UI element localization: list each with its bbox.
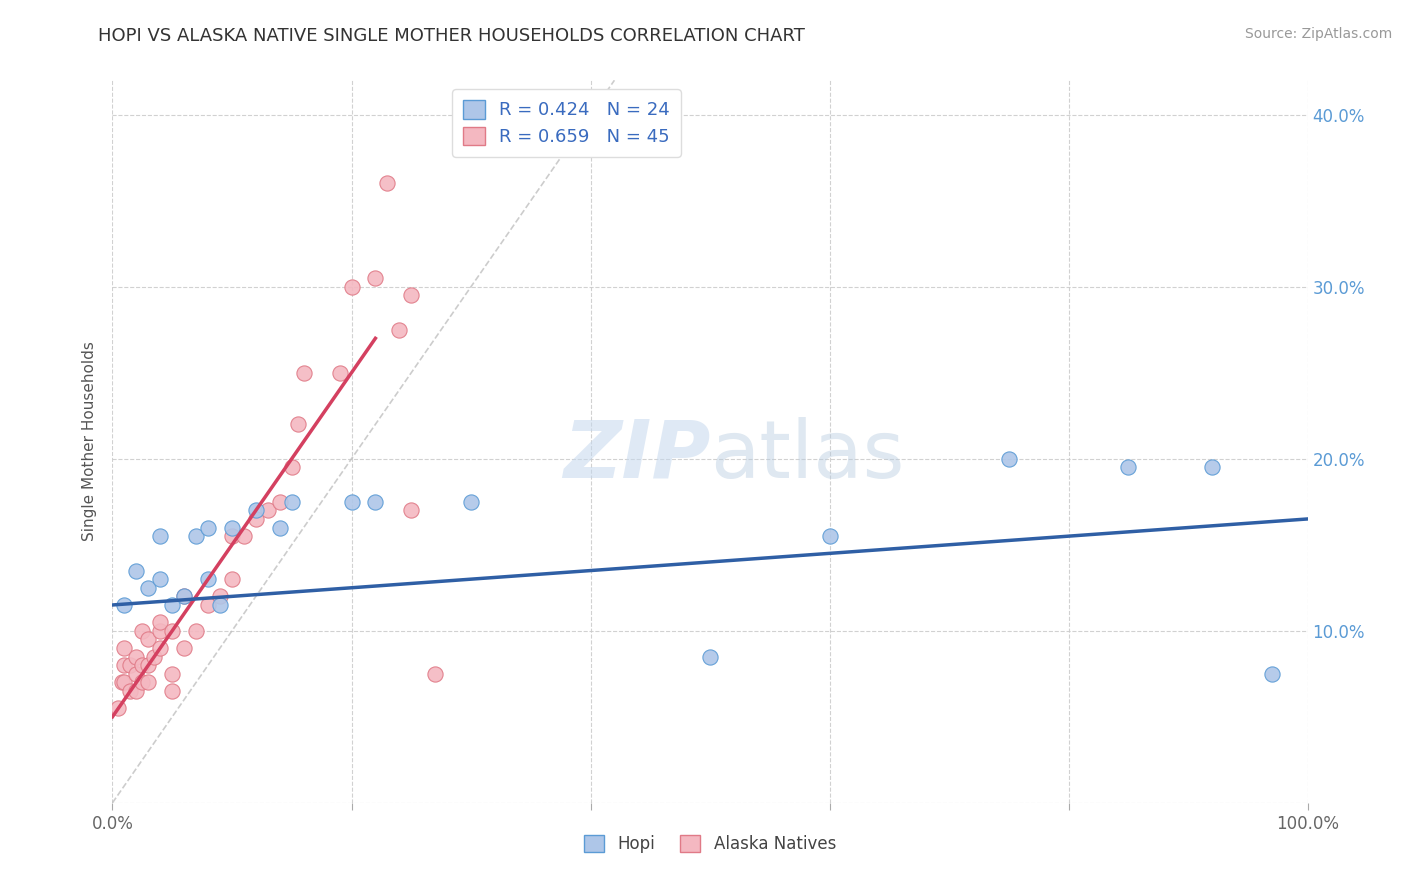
Legend: Hopi, Alaska Natives: Hopi, Alaska Natives <box>578 828 842 860</box>
Point <box>233 529 256 543</box>
Point <box>221 529 243 543</box>
Text: HOPI VS ALASKA NATIVE SINGLE MOTHER HOUSEHOLDS CORRELATION CHART: HOPI VS ALASKA NATIVE SINGLE MOTHER HOUS… <box>98 27 806 45</box>
Point <box>173 590 195 604</box>
Point <box>329 366 352 380</box>
Point <box>197 598 219 612</box>
Point <box>197 520 219 534</box>
Point <box>125 666 148 681</box>
Text: atlas: atlas <box>710 417 904 495</box>
Point <box>209 590 232 604</box>
Point <box>138 658 160 673</box>
Point <box>162 624 183 638</box>
Point <box>245 512 267 526</box>
Point <box>114 675 135 690</box>
Point <box>292 366 315 380</box>
Point <box>138 632 160 647</box>
Point <box>388 323 411 337</box>
Y-axis label: Single Mother Households: Single Mother Households <box>82 342 97 541</box>
Point <box>1118 460 1140 475</box>
Point <box>186 529 208 543</box>
Point <box>340 494 363 508</box>
Point <box>149 572 172 586</box>
Point <box>162 598 183 612</box>
Point <box>111 675 134 690</box>
Point <box>209 598 232 612</box>
Point <box>460 494 482 508</box>
Point <box>287 417 309 432</box>
Point <box>162 684 183 698</box>
Point <box>173 590 195 604</box>
Point <box>245 503 267 517</box>
Point <box>120 658 142 673</box>
Point <box>1261 666 1284 681</box>
Point <box>131 624 153 638</box>
Point <box>131 658 153 673</box>
Point <box>149 615 172 630</box>
Point <box>149 529 172 543</box>
Point <box>818 529 841 543</box>
Point <box>131 675 153 690</box>
Point <box>138 581 160 595</box>
Text: ZIP: ZIP <box>562 417 710 495</box>
Point <box>401 503 423 517</box>
Point <box>114 640 135 655</box>
Point <box>173 640 195 655</box>
Point <box>221 520 243 534</box>
Point <box>114 658 135 673</box>
Point <box>125 684 148 698</box>
Point <box>186 624 208 638</box>
Point <box>143 649 166 664</box>
Point <box>197 572 219 586</box>
Point <box>125 649 148 664</box>
Point <box>425 666 447 681</box>
Point <box>269 494 291 508</box>
Point <box>699 649 721 664</box>
Point <box>401 288 423 302</box>
Point <box>125 564 148 578</box>
Point <box>149 640 172 655</box>
Point <box>114 598 135 612</box>
Point <box>377 177 399 191</box>
Point <box>257 503 280 517</box>
Point <box>998 451 1021 466</box>
Point <box>364 271 387 285</box>
Point <box>138 675 160 690</box>
Point <box>281 460 304 475</box>
Point <box>1201 460 1223 475</box>
Point <box>149 624 172 638</box>
Point <box>281 494 304 508</box>
Point <box>340 279 363 293</box>
Point <box>107 701 129 715</box>
Point <box>221 572 243 586</box>
Point <box>364 494 387 508</box>
Text: Source: ZipAtlas.com: Source: ZipAtlas.com <box>1244 27 1392 41</box>
Point <box>162 666 183 681</box>
Point <box>120 684 142 698</box>
Point <box>269 520 291 534</box>
